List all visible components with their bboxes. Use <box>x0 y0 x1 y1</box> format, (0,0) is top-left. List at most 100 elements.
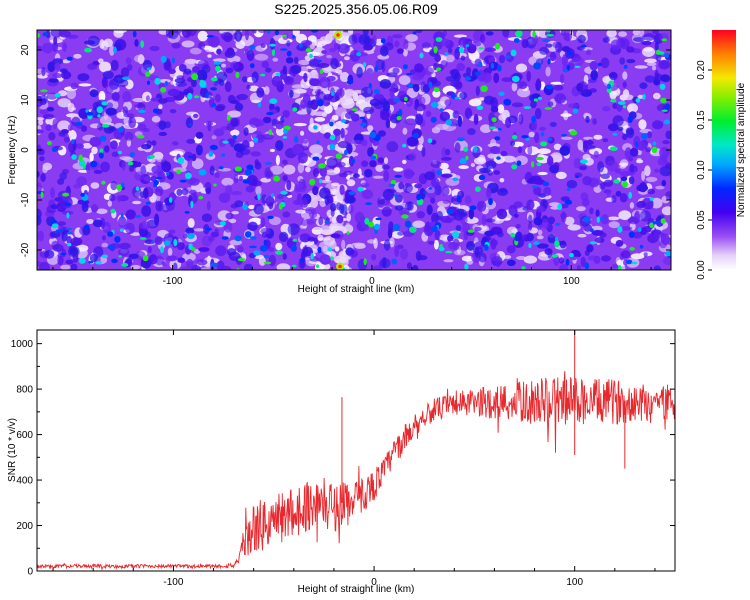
spectrogram-blob <box>70 237 83 246</box>
spectrogram-peak <box>97 114 101 118</box>
spectrogram-blob <box>577 34 586 44</box>
spectrogram-pale-patch <box>653 92 661 100</box>
spectrogram-blob <box>653 230 660 240</box>
spectrogram-peak <box>210 87 218 91</box>
spectrogram-blob <box>464 107 473 120</box>
spectrogram-pale-patch <box>133 54 145 63</box>
spectrogram-peak <box>435 37 443 42</box>
spectrogram-peak <box>542 181 550 187</box>
spectrogram-peak <box>542 39 550 43</box>
spectrogram-blob <box>157 171 166 183</box>
spectrogram-peak <box>249 44 256 50</box>
spectrogram-peak <box>622 180 628 188</box>
spectrogram-peak <box>478 174 486 181</box>
snr-y-axis-label: SNR (10 * v/v) <box>7 418 18 482</box>
spectrogram-blob <box>339 203 345 214</box>
spectrogram-blob <box>513 213 519 218</box>
spectrogram-blob <box>63 133 70 143</box>
spectrogram-blob <box>326 75 336 82</box>
spectrogram-peak <box>278 203 283 210</box>
spectrogram-blob <box>111 91 120 102</box>
spectrogram-peak <box>155 176 163 180</box>
spectrogram-peak <box>242 204 249 210</box>
spectrogram-peak <box>423 191 427 194</box>
spectrogram-blob <box>561 211 567 223</box>
spectrogram-peak <box>432 225 438 233</box>
spectrogram-peak <box>107 244 115 250</box>
spectrogram-peak <box>531 161 535 168</box>
spectrogram-peak <box>488 197 493 206</box>
spectrogram-peak <box>564 199 573 205</box>
spectrogram-blob <box>185 117 193 129</box>
spectrogram-peak <box>319 179 323 184</box>
spectrogram-blob <box>110 59 119 71</box>
spectrogram-pale-patch <box>646 62 657 66</box>
spectrogram-blob <box>602 138 609 143</box>
spectrogram-blob <box>182 233 188 239</box>
spectrogram-blob <box>496 208 508 220</box>
spectrogram-pale-patch <box>334 246 340 252</box>
spectrogram-peak <box>187 92 193 100</box>
spectrogram-blob <box>639 210 651 222</box>
spectrogram-pale-patch <box>254 53 269 61</box>
spectrogram-blob <box>547 216 556 225</box>
snr-y-tick-label: 600 <box>16 430 33 441</box>
spectrogram-blob <box>38 98 49 104</box>
spectrogram-peak <box>88 260 94 264</box>
spectrogram-peak <box>101 124 110 128</box>
spectrogram-peak <box>309 53 313 59</box>
spectrogram-peak <box>232 135 237 140</box>
spectrogram-blob <box>553 84 564 91</box>
spectrogram-blob <box>615 190 622 197</box>
spectrogram-peak <box>473 146 478 153</box>
spectrogram-peak <box>264 162 273 165</box>
spectrogram-blob <box>386 72 398 78</box>
spectrogram-blob <box>307 236 315 242</box>
colorbar-tick-label: 0.00 <box>696 260 707 280</box>
spectrogram-peak <box>90 160 98 168</box>
spectrogram-peak <box>316 140 320 145</box>
spectrogram-peak <box>51 223 59 229</box>
spectrogram-blob <box>321 50 327 54</box>
spectrogram-blob <box>534 108 542 120</box>
spectrogram-peak <box>213 61 222 65</box>
colorbar-tick-label: 0.20 <box>696 60 707 80</box>
spectrogram-blob <box>213 128 225 137</box>
spectrogram-peak <box>476 105 484 110</box>
spectrogram-pale-patch <box>269 165 284 175</box>
spectrogram-blob <box>377 130 386 137</box>
spectrogram-blob <box>405 201 412 211</box>
spectrogram-peak <box>444 52 449 56</box>
spectrogram-blob <box>214 228 219 235</box>
spectrogram-blob <box>639 82 648 89</box>
spectrogram-blob <box>287 223 300 236</box>
spectrogram-peak <box>67 242 72 247</box>
spectrogram-blob <box>306 219 315 225</box>
spectrogram-blob <box>518 81 528 90</box>
spectrogram-peak <box>369 131 377 139</box>
spectrogram-blob <box>134 171 145 181</box>
spectrogram-pale-patch <box>563 110 569 121</box>
colorbar-label: Normalized spectral amplitude <box>736 82 747 217</box>
spectrogram-blob <box>568 103 580 109</box>
spectrogram-blob <box>161 261 167 267</box>
spectrogram-blob <box>264 167 272 180</box>
spectrogram-peak <box>445 119 452 126</box>
snr-panel: -100 0 100 0 200 400 600 800 1000 Height of str… <box>7 329 676 595</box>
spectrogram-peak <box>190 200 194 209</box>
spectrogram-blob <box>582 176 592 186</box>
spectrogram-blob <box>260 227 271 235</box>
spectrogram-blob <box>171 42 181 49</box>
spectrogram-peak <box>117 127 124 133</box>
spectrogram-pale-patch <box>272 57 279 62</box>
spectrogram-blob <box>369 98 381 107</box>
spectrogram-peak <box>66 231 73 235</box>
snr-y-tick-label: 1000 <box>11 339 34 350</box>
spectrogram-peak <box>101 180 106 185</box>
spectrogram-blob <box>665 191 671 200</box>
spectrogram-pale-patch <box>511 82 518 92</box>
spectrogram-peak <box>364 217 370 225</box>
spectrogram-peak <box>139 237 147 240</box>
spectrogram-peak <box>160 86 167 93</box>
spectrogram-peak <box>664 53 670 58</box>
